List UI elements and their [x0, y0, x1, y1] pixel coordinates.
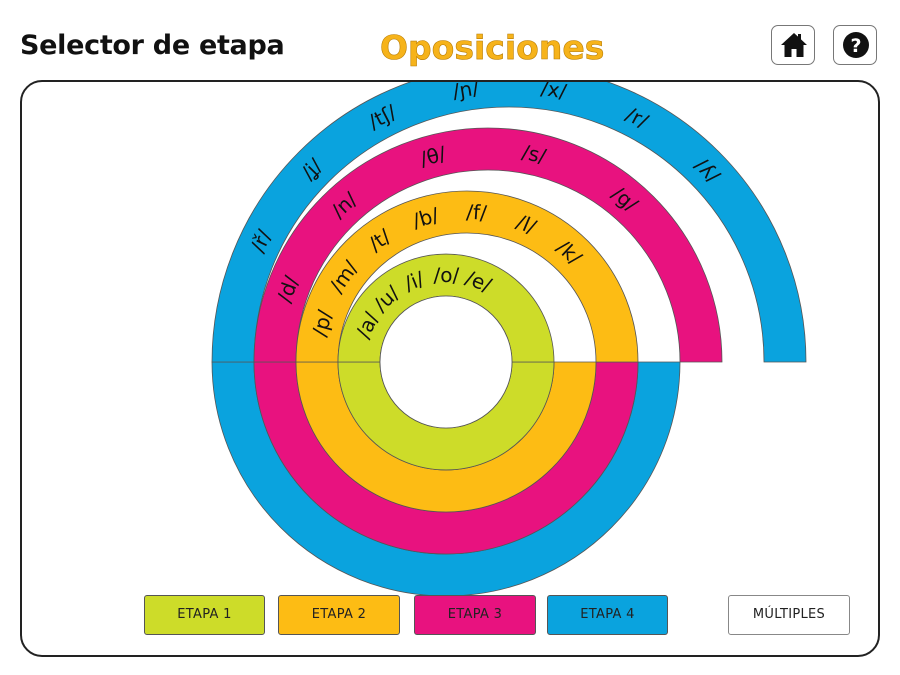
- home-icon: [781, 33, 807, 57]
- phoneme-label[interactable]: /ɲ/: [451, 82, 481, 103]
- help-icon: ?: [843, 32, 869, 58]
- stage-button-4[interactable]: ETAPA 4: [547, 595, 668, 635]
- ring-tab-4[interactable]: [211, 82, 807, 363]
- ring-tab-3[interactable]: [253, 127, 723, 363]
- multiples-button[interactable]: MÚLTIPLES: [728, 595, 850, 635]
- stage-spiral: /a//u//i//o//e//p//m//t//b//f//l//k//d//…: [211, 82, 807, 597]
- svg-text:?: ?: [850, 35, 861, 57]
- stage-button-3[interactable]: ETAPA 3: [414, 595, 536, 635]
- phoneme-label[interactable]: /x/: [539, 82, 568, 104]
- ring-tab-2[interactable]: [295, 190, 639, 363]
- stage-selector-panel: /a//u//i//o//e//p//m//t//b//f//l//k//d//…: [20, 80, 880, 657]
- stage-button-1[interactable]: ETAPA 1: [144, 595, 265, 635]
- phoneme-label[interactable]: /o/: [433, 263, 459, 287]
- home-button[interactable]: [771, 25, 815, 65]
- brand-title: Oposiciones: [380, 28, 605, 68]
- spiral-center: [379, 295, 513, 429]
- phoneme-label[interactable]: /s/: [520, 140, 549, 169]
- phoneme-label[interactable]: /f/: [466, 200, 488, 225]
- stage-button-2[interactable]: ETAPA 2: [278, 595, 400, 635]
- help-button[interactable]: ?: [833, 25, 877, 65]
- page-title: Selector de etapa: [20, 30, 285, 61]
